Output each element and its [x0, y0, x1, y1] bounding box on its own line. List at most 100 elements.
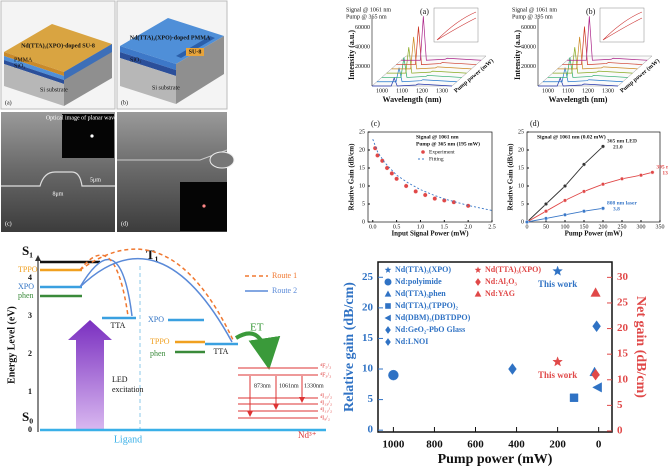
legend-text: Nd:YAG — [485, 289, 515, 298]
tick-label: 60000 — [521, 25, 536, 31]
axis-title: Intensity (a.u.) — [347, 30, 356, 80]
point — [525, 219, 530, 224]
y-axis-title: Relative Gain (dB/cm) — [507, 143, 515, 211]
ridge — [176, 36, 215, 58]
point — [563, 198, 568, 203]
tick-label: 1000 — [542, 88, 554, 94]
series-line — [526, 171, 653, 223]
point — [639, 173, 644, 178]
x-tick-label: 800 — [426, 439, 443, 451]
level-label: XPO — [18, 282, 34, 291]
legend-text: Nd:GeO₂-PbO Glass — [395, 325, 465, 334]
point — [422, 192, 428, 198]
tick-label: 1000 — [376, 88, 388, 94]
y-tick-label: 0 — [362, 219, 365, 225]
annotation: Pump @ 365 nm — [346, 14, 387, 20]
trace — [547, 57, 628, 78]
y-tick-label: 0 — [368, 424, 374, 436]
waveguide — [209, 151, 235, 169]
route-arrow — [79, 254, 129, 317]
point — [569, 393, 579, 402]
waveguide-edge — [1, 171, 115, 187]
tick-label: 1300 — [436, 88, 448, 94]
y-tick-label: 5 — [368, 393, 374, 405]
trace — [552, 47, 633, 74]
series-label: 395 nm LED — [656, 165, 668, 171]
legend-marker — [384, 290, 392, 297]
legend-text: Nd(DBM)₃(DBTDPO) — [395, 313, 471, 322]
et-label: ET — [250, 322, 264, 334]
inset-title: Optical image of planar waveguide — [46, 114, 131, 121]
level-label: ⁴I₁₃/₂ — [320, 400, 332, 406]
y-tick-label: 15 — [362, 332, 374, 344]
y-tick-label: 20 — [359, 147, 365, 153]
point — [563, 183, 568, 188]
route-arrow — [79, 257, 233, 343]
y-tick-label: 15 — [359, 165, 365, 171]
y-tick-label: 5 — [521, 201, 524, 207]
tick-label: 2 — [28, 349, 32, 358]
x-tick-label: 200 — [599, 224, 608, 230]
et-arrow — [234, 331, 281, 370]
point — [544, 216, 549, 221]
y-tick-label: 20 — [362, 301, 374, 313]
y2-tick-label: 5 — [617, 399, 623, 411]
point — [563, 212, 568, 217]
point — [592, 320, 601, 333]
top-face — [4, 24, 112, 72]
label: Si substrate — [152, 85, 180, 91]
plot-frame — [526, 131, 661, 223]
side-layer — [64, 44, 112, 80]
legend-marker — [421, 150, 425, 154]
y-tick-label: 15 — [518, 165, 524, 171]
point — [592, 382, 602, 393]
point — [465, 203, 471, 209]
route-arrow — [79, 258, 133, 317]
emission-label: 1061nm — [279, 383, 299, 389]
annotation: Pump @ 395 nm — [512, 14, 553, 20]
y-tick-label: 25 — [359, 129, 365, 135]
legend-marker — [385, 338, 391, 346]
legend-marker — [474, 266, 482, 273]
tick-label: 4 — [28, 273, 32, 282]
tick-label: 1200 — [582, 88, 594, 94]
tick-label: 1100 — [396, 88, 408, 94]
level-label: Ligand — [114, 434, 142, 445]
spot — [202, 204, 206, 208]
trace — [396, 26, 477, 65]
point — [552, 265, 563, 276]
point — [508, 363, 517, 375]
layer — [4, 56, 64, 80]
tick-label: 1100 — [562, 88, 574, 94]
inset-curves — [436, 11, 477, 41]
level-label: phen — [18, 291, 34, 300]
annotation: Signal @ 1061 nm — [346, 7, 391, 13]
label: Si substrate — [40, 87, 68, 93]
legend-marker — [385, 303, 391, 309]
trace — [401, 16, 482, 61]
x-tick-label: 50 — [543, 224, 549, 230]
trace — [557, 36, 638, 70]
sem-c: Optical image of planar waveguide 5μm 8μ… — [1, 112, 130, 232]
series-value-label: 21.0 — [613, 145, 623, 151]
point — [601, 144, 606, 149]
y-tick-label: 20 — [518, 147, 524, 153]
y-tick-label: 10 — [359, 183, 365, 189]
level-label: ⁴F₃/₂ — [320, 372, 331, 378]
device-b: Nd(TTA)₃(XPO)-doped PMMA SU-8 SiO₂ Si su… — [116, 0, 228, 110]
y2-tick-label: 15 — [617, 348, 629, 360]
layer — [4, 64, 64, 106]
x-tick-label: 200 — [549, 439, 566, 451]
trace — [386, 47, 467, 74]
plot-frame — [377, 261, 613, 433]
layer — [4, 60, 64, 84]
label: SiO₂ — [14, 63, 25, 69]
trace — [372, 77, 453, 87]
top-face — [120, 18, 224, 64]
dimension: 5μm — [90, 177, 101, 183]
legend-marker — [475, 278, 481, 286]
series-value-label: 3.8 — [613, 207, 620, 213]
tick-label: 40000 — [355, 45, 370, 51]
inset-curves — [602, 11, 643, 41]
